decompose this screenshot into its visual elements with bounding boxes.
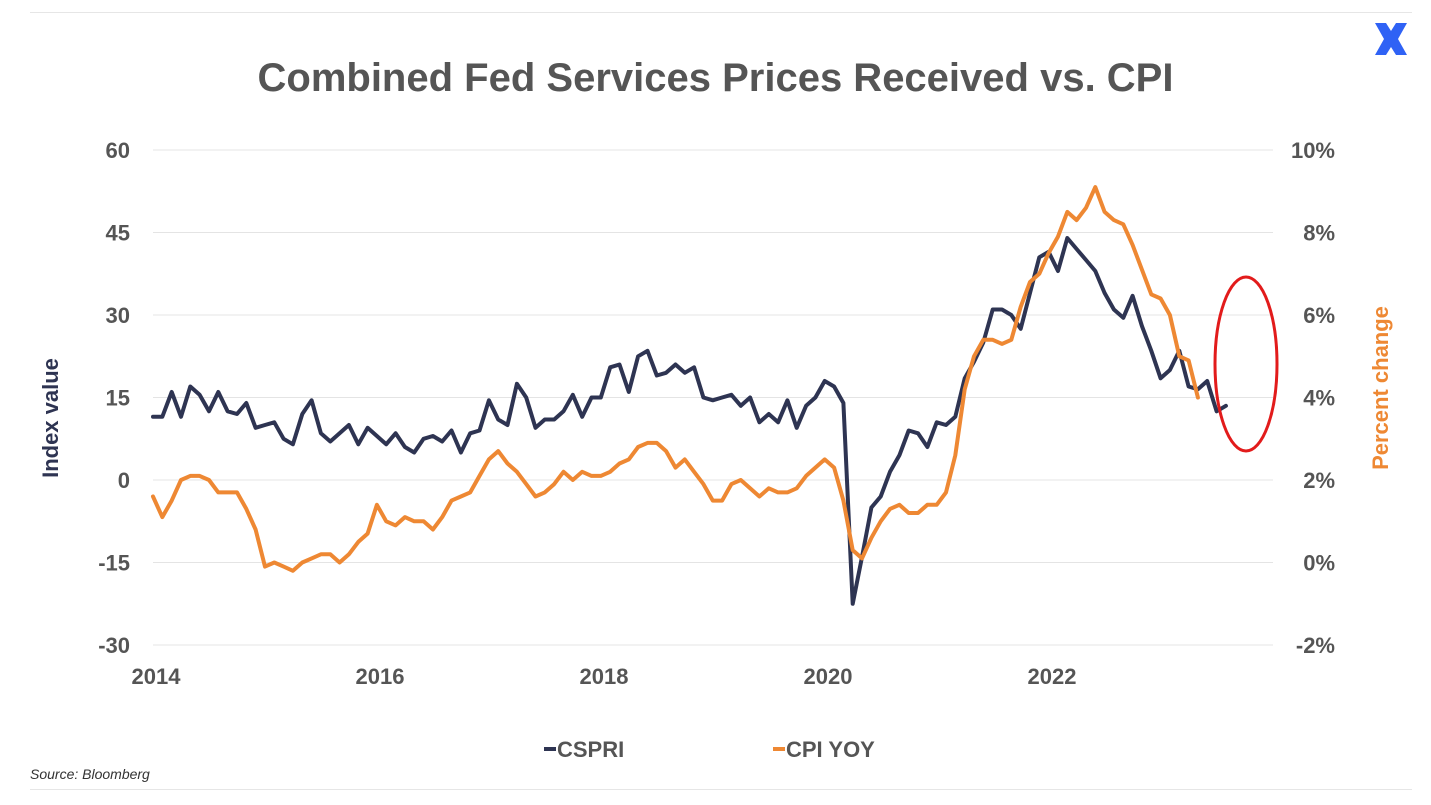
x-tick-label: 2014 — [132, 664, 182, 689]
right-tick-label: 8% — [1303, 221, 1335, 246]
legend: CSPRI CPI YOY — [544, 737, 875, 762]
x-tick-label: 2022 — [1028, 664, 1077, 689]
highlight-ellipse — [1213, 275, 1279, 453]
right-axis-ticks: -2% 0% 2% 4% 6% 8% 10% — [1291, 138, 1335, 658]
legend-label: CSPRI — [557, 737, 624, 762]
legend-item-cpi-yoy: CPI YOY — [773, 737, 875, 762]
chart-title: Combined Fed Services Prices Received vs… — [257, 56, 1174, 100]
right-tick-label: -2% — [1296, 633, 1335, 658]
left-tick-label: 0 — [118, 468, 130, 493]
source-note: Source: Bloomberg — [30, 766, 150, 782]
right-tick-label: 0% — [1303, 551, 1335, 576]
left-tick-label: 30 — [106, 303, 130, 328]
series-lines — [151, 185, 1228, 606]
right-axis-label: Percent change — [1368, 306, 1393, 470]
series-line-cspri — [151, 236, 1228, 606]
right-tick-label: 10% — [1291, 138, 1335, 163]
gridlines — [153, 149, 1273, 646]
left-tick-label: -15 — [98, 551, 130, 576]
x-axis-ticks: 2014 2016 2018 2020 2022 — [132, 664, 1077, 689]
x-tick-label: 2020 — [804, 664, 853, 689]
left-tick-label: 60 — [106, 138, 130, 163]
legend-item-cspri: CSPRI — [544, 737, 624, 762]
left-tick-label: 45 — [106, 221, 130, 246]
left-tick-label: -30 — [98, 633, 130, 658]
x-tick-label: 2018 — [580, 664, 629, 689]
left-axis-ticks: -30 -15 0 15 30 45 60 — [98, 138, 130, 658]
brand-logo-icon — [1375, 23, 1407, 55]
bottom-divider — [30, 789, 1412, 790]
top-divider — [30, 12, 1412, 13]
left-tick-label: 15 — [106, 386, 130, 411]
right-tick-label: 2% — [1303, 468, 1335, 493]
right-tick-label: 4% — [1303, 386, 1335, 411]
legend-label: CPI YOY — [786, 737, 875, 762]
right-tick-label: 6% — [1303, 303, 1335, 328]
series-line-cpi-yoy — [151, 185, 1200, 573]
left-axis-label: Index value — [38, 358, 63, 478]
x-tick-label: 2016 — [356, 664, 405, 689]
